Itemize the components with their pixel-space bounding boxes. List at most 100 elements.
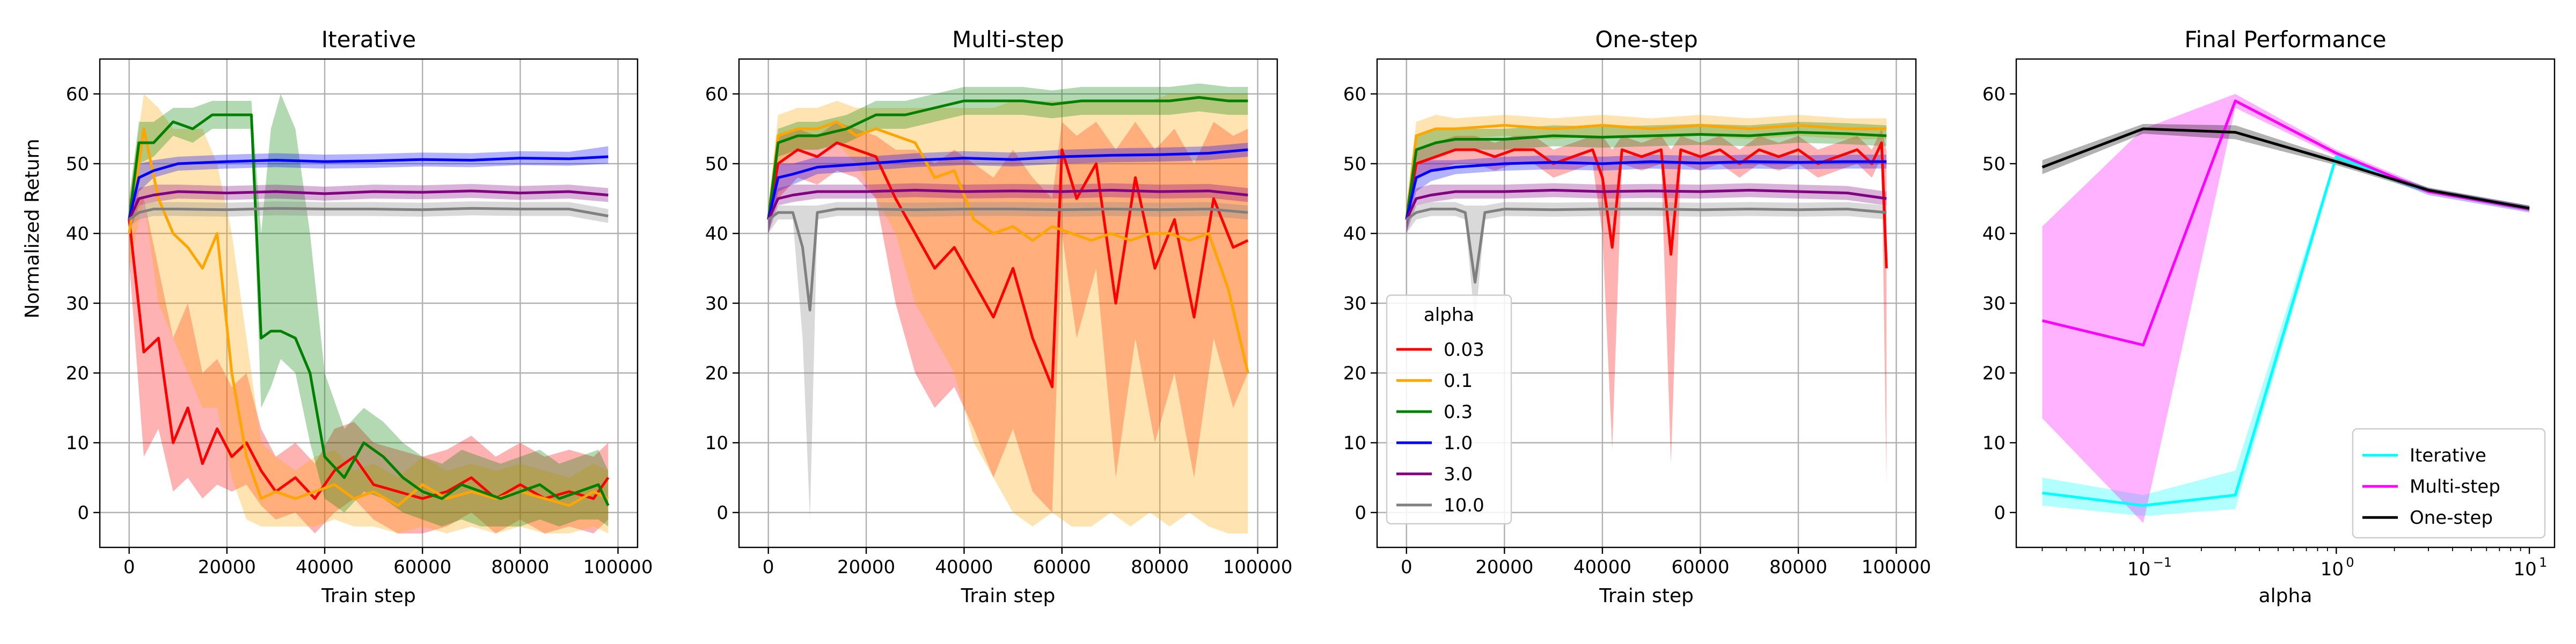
x-tick-label: 60000 [1671,557,1729,578]
legend: alpha 0.03 0.1 0.3 1.0 3.0 10.0 [1386,294,1512,525]
series-band-0.1 [1406,115,1887,233]
series-band-3.0 [1406,183,1887,233]
series-line-0.03 [128,219,610,500]
legend-label: Multi-step [2410,476,2500,497]
y-tick-label: 30 [1982,293,2006,314]
series-line-10.0 [1406,208,1887,284]
figure-ylabel: Normalized Return [21,138,43,318]
chart-title: Iterative [321,26,416,53]
legend-title: alpha [1424,304,1474,326]
series-line-3.0 [1405,188,1887,221]
y-tick-label: 30 [66,293,89,314]
series-band-1.0 [129,146,609,233]
x-tick-label: 10 [2321,559,2344,580]
chart-panel-1: 0 10 20 30 40 50 60 0 20000 40000 60000 80000 100000… [66,26,653,607]
legend-label: 1.0 [1444,433,1473,454]
series-line-0.03 [767,141,1249,389]
y-tick-label: 0 [77,502,89,524]
series-band-0.3 [129,94,609,526]
y-tick-label: 20 [1982,363,2006,384]
series-line-0.3 [1405,131,1887,220]
y-tick-label: 50 [705,153,728,175]
series-line-One-step [2041,127,2530,210]
series-band-0.1 [768,94,1248,533]
y-tick-label: 20 [1343,363,1366,384]
y-tick-label: 10 [1982,433,2006,454]
legend: Iterative Multi-step One-step [2352,428,2546,539]
series-line-1.0 [767,148,1248,220]
chart-title: Multi-step [952,26,1064,53]
series-line-0.3 [767,96,1248,220]
series-line-0.1 [767,120,1249,374]
series-band-0.03 [1406,129,1887,485]
series-band-1.0 [768,143,1248,233]
plot-area [2041,94,2530,523]
y-tick-label: 30 [705,293,728,314]
plot-area [128,94,610,533]
x-tick-label: 20000 [198,557,256,578]
series-line-0.1 [1405,124,1887,220]
series-band-0.1 [129,94,609,533]
legend-label: One-step [2410,507,2493,529]
y-tick-label: 0 [1355,502,1366,524]
y-tick-label: 10 [66,433,89,454]
y-tick-label: 40 [1982,223,2006,245]
x-tick-exponent: 1 [2539,555,2547,570]
x-tick-label: 20000 [1475,557,1533,578]
y-tick-label: 60 [66,84,89,105]
x-axis-label: Train step [321,585,416,607]
y-tick-label: 60 [1982,84,2006,105]
x-tick-exponent: 0 [2346,555,2354,570]
y-tick-label: 10 [1343,433,1366,454]
legend-label: 0.03 [1444,339,1484,361]
plot-area [767,83,1249,533]
chart-title: Final Performance [2184,26,2386,53]
x-tick-label: 0 [123,557,135,578]
chart-panel-2: 0 10 20 30 40 50 60 0 20000 40000 60000 80000 100000… [705,26,1293,607]
series-band-Multi-step [2042,94,2530,523]
x-tick-label: 10 [2513,559,2536,580]
y-tick-label: 40 [66,223,89,245]
y-tick-label: 20 [705,363,728,384]
y-tick-label: 40 [705,223,728,245]
series-band-0.3 [768,83,1248,233]
y-tick-label: 20 [66,363,89,384]
x-tick-label: 0 [1401,557,1413,578]
series-line-0.3 [128,113,610,507]
series-line-1.0 [1405,160,1887,220]
x-axis-label: Train step [961,585,1056,607]
legend-label: 3.0 [1444,464,1473,485]
x-tick-label: 60000 [1033,557,1091,578]
plot-area [1405,115,1888,485]
y-tick-label: 10 [705,433,728,454]
x-tick-label: 100000 [1223,557,1293,578]
legend-label: 0.1 [1444,370,1473,392]
series-line-10.0 [128,207,609,221]
y-tick-label: 50 [1343,153,1366,175]
x-axis-label: alpha [2259,585,2312,607]
series-line-3.0 [767,188,1248,221]
x-tick-label: 60000 [393,557,451,578]
chart-panel-3: 0 10 20 30 40 50 60 0 20000 40000 60000 80000 100000… [1343,26,1931,607]
legend-label: 0.3 [1444,401,1473,423]
legend-box [2352,428,2546,539]
x-tick-label: 40000 [1574,557,1631,578]
x-tick-exponent: −1 [2153,555,2172,570]
series-line-1.0 [128,155,609,220]
series-band-10.0 [1406,202,1887,324]
chart-title: One-step [1595,26,1698,53]
y-tick-label: 50 [66,153,89,175]
x-tick-label: 100000 [583,557,653,578]
x-tick-label: 20000 [837,557,895,578]
y-tick-label: 40 [1343,223,1366,245]
y-tick-label: 0 [716,502,728,524]
y-tick-label: 0 [1994,502,2006,524]
x-tick-label: 80000 [1131,557,1189,578]
x-axis-label: Train step [1599,585,1694,607]
x-tick-label: 0 [763,557,774,578]
x-tick-label: 80000 [1769,557,1827,578]
series-band-3.0 [768,183,1248,233]
x-tick-label: 100000 [1862,557,1931,578]
